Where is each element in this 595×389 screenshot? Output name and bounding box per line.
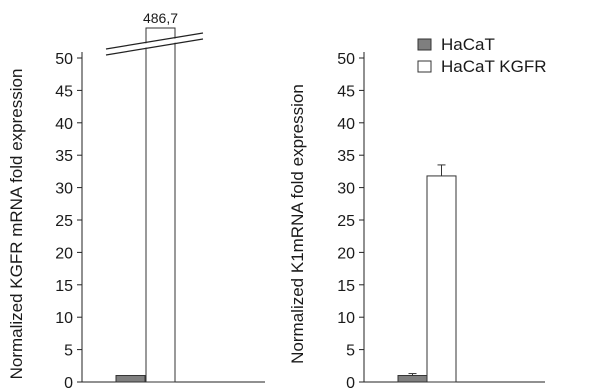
axis-break-line — [105, 32, 204, 50]
y-tick-label: 30 — [337, 181, 355, 198]
y-tick-label: 5 — [64, 343, 73, 360]
y-tick-label: 15 — [337, 278, 355, 295]
y-tick-label: 20 — [55, 245, 73, 262]
y-tick-label: 10 — [55, 310, 73, 327]
y-axis-title: Normalized K1mRNA fold expression — [288, 84, 307, 364]
y-tick-label: 45 — [337, 83, 355, 100]
y-tick-label: 50 — [55, 51, 73, 68]
y-tick-label: 25 — [55, 213, 73, 230]
legend: HaCaT HaCaT KGFR — [417, 35, 547, 76]
legend-label-hacat: HaCaT — [441, 35, 495, 54]
y-axis-title: Normalized KGFR mRNA fold expression — [7, 69, 26, 380]
y-tick-label: 25 — [337, 213, 355, 230]
legend-swatch-hacat-kgfr — [417, 60, 432, 73]
y-tick-label: 35 — [55, 148, 73, 165]
chart-panel-kgfr: 0 5 10 15 20 25 30 35 40 45 50 Normalized KGFR mRNA… — [7, 10, 265, 389]
y-tick-label: 5 — [346, 343, 355, 360]
bar-hacat — [397, 375, 428, 383]
bar-hacat-kgfr — [426, 175, 457, 383]
y-tick-label: 15 — [55, 278, 73, 295]
y-tick-label: 0 — [64, 375, 73, 389]
legend-label-hacat-kgfr: HaCaT KGFR — [441, 57, 547, 76]
y-tick-label: 50 — [337, 51, 355, 68]
y-tick-label: 40 — [55, 116, 73, 133]
axis-break-line — [105, 38, 204, 56]
y-tick-label: 35 — [337, 148, 355, 165]
y-tick-label: 10 — [337, 310, 355, 327]
chart-panel-k1: 0 5 10 15 20 25 30 35 40 45 50 Normalized K1mRNA fo… — [288, 51, 545, 389]
axis-break-gap — [105, 34, 204, 54]
y-tick-label: 20 — [337, 245, 355, 262]
y-tick-label: 40 — [337, 116, 355, 133]
y-tick-label: 30 — [55, 181, 73, 198]
bar-hacat — [115, 375, 146, 383]
y-tick-label: 0 — [346, 375, 355, 389]
legend-swatch-hacat — [417, 38, 432, 51]
data-label: 486,7 — [143, 10, 178, 26]
y-tick-label: 45 — [55, 83, 73, 100]
bar-hacat-kgfr — [145, 27, 176, 383]
